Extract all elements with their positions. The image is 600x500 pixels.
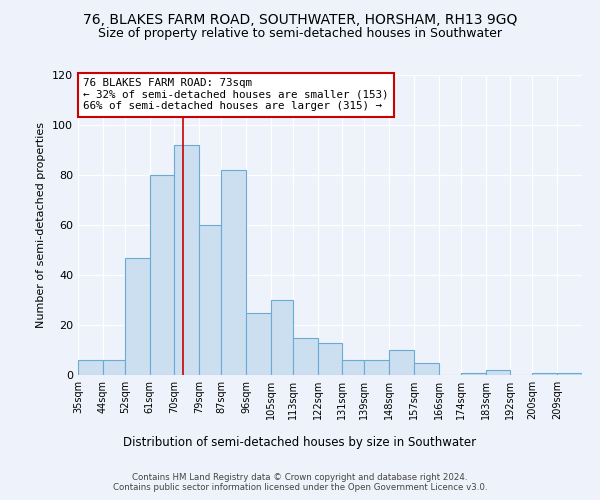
Bar (293, 338, 317, 375)
Bar (317, 342, 343, 375)
Bar (461, 372, 485, 375)
Bar (221, 170, 246, 375)
Bar (389, 350, 414, 375)
Bar (557, 372, 582, 375)
Text: Distribution of semi-detached houses by size in Southwater: Distribution of semi-detached houses by … (124, 436, 476, 449)
Bar (343, 360, 364, 375)
Text: Size of property relative to semi-detached houses in Southwater: Size of property relative to semi-detach… (98, 28, 502, 40)
Text: Contains HM Land Registry data © Crown copyright and database right 2024.
Contai: Contains HM Land Registry data © Crown c… (113, 473, 487, 492)
Text: 76 BLAKES FARM ROAD: 73sqm
← 32% of semi-detached houses are smaller (153)
66% o: 76 BLAKES FARM ROAD: 73sqm ← 32% of semi… (83, 78, 389, 111)
Y-axis label: Number of semi-detached properties: Number of semi-detached properties (37, 122, 46, 328)
Bar (271, 300, 293, 375)
Text: 76, BLAKES FARM ROAD, SOUTHWATER, HORSHAM, RH13 9GQ: 76, BLAKES FARM ROAD, SOUTHWATER, HORSHA… (83, 12, 517, 26)
Bar (532, 372, 557, 375)
Bar (175, 145, 199, 375)
Bar (485, 370, 511, 375)
Bar (414, 362, 439, 375)
Bar (199, 225, 221, 375)
Bar (364, 360, 389, 375)
Bar (78, 360, 103, 375)
Bar (103, 360, 125, 375)
Bar (246, 312, 271, 375)
Bar (125, 258, 149, 375)
Bar (149, 175, 175, 375)
